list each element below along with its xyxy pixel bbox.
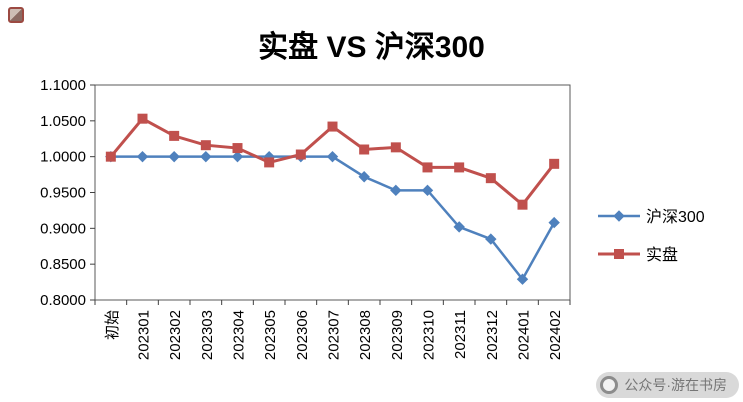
series-marker-1 — [422, 162, 433, 173]
watermark-text: 公众号·游在书房 — [624, 377, 727, 393]
x-axis-label: 202307 — [326, 310, 343, 360]
series-marker-0 — [548, 216, 560, 229]
series-marker-0 — [168, 150, 180, 163]
y-axis-label: 1.0000 — [40, 149, 86, 166]
y-axis-label: 0.9000 — [40, 220, 86, 237]
x-axis-label: 202303 — [199, 310, 216, 360]
round-logo-icon — [600, 376, 619, 394]
watermark-badge: 公众号·游在书房 — [596, 372, 739, 398]
series-marker-1 — [454, 162, 465, 173]
seal-logo-icon — [8, 7, 24, 23]
series-marker-0 — [390, 184, 402, 197]
series-marker-1 — [105, 151, 116, 162]
series-marker-1 — [169, 130, 180, 141]
x-axis-label: 202312 — [484, 310, 501, 360]
series-marker-0 — [516, 273, 529, 285]
x-axis-label: 202401 — [516, 310, 533, 360]
x-axis-label: 202309 — [389, 310, 406, 360]
y-axis-label: 1.1000 — [40, 77, 86, 94]
x-axis-label: 202311 — [452, 310, 469, 359]
series-marker-1 — [390, 142, 401, 153]
series-marker-0 — [453, 221, 465, 233]
series-marker-0 — [231, 150, 244, 163]
x-axis-label: 202402 — [547, 310, 564, 360]
series-marker-1 — [327, 121, 338, 132]
legend-label-1: 实盘 — [646, 245, 678, 264]
series-marker-1 — [295, 149, 306, 160]
series-marker-1 — [232, 143, 243, 154]
series-marker-0 — [485, 233, 497, 245]
x-axis-label: 202308 — [357, 310, 374, 360]
chart-title: 实盘 VS 沪深300 — [258, 31, 485, 64]
x-axis-label: 202310 — [421, 310, 438, 360]
legend-marker-1 — [614, 249, 624, 259]
series-marker-1 — [264, 157, 275, 168]
x-axis-label: 202306 — [294, 310, 311, 360]
series-marker-1 — [485, 173, 496, 184]
legend-label-0: 沪深300 — [646, 208, 705, 226]
series-marker-0 — [421, 184, 434, 197]
series-marker-0 — [358, 171, 370, 183]
series-marker-0 — [326, 150, 339, 163]
series-marker-1 — [517, 199, 528, 210]
series-marker-0 — [200, 150, 212, 163]
series-marker-1 — [200, 140, 211, 151]
y-axis-label: 0.9500 — [40, 185, 86, 202]
y-axis-label: 1.0500 — [40, 113, 86, 130]
x-axis-label: 初始 — [104, 310, 121, 340]
x-axis-label: 202301 — [136, 310, 153, 360]
y-axis-label: 0.8500 — [40, 256, 86, 273]
series-marker-0 — [136, 150, 149, 163]
x-axis-label: 202302 — [167, 310, 184, 360]
series-marker-1 — [137, 113, 148, 124]
plot-border — [94, 84, 571, 301]
x-axis-label: 202304 — [231, 310, 248, 360]
series-marker-1 — [549, 158, 560, 169]
x-axis-label: 202305 — [262, 310, 279, 360]
series-marker-1 — [359, 144, 370, 155]
legend-marker-0 — [613, 210, 625, 222]
y-axis-label: 0.8000 — [40, 292, 86, 309]
